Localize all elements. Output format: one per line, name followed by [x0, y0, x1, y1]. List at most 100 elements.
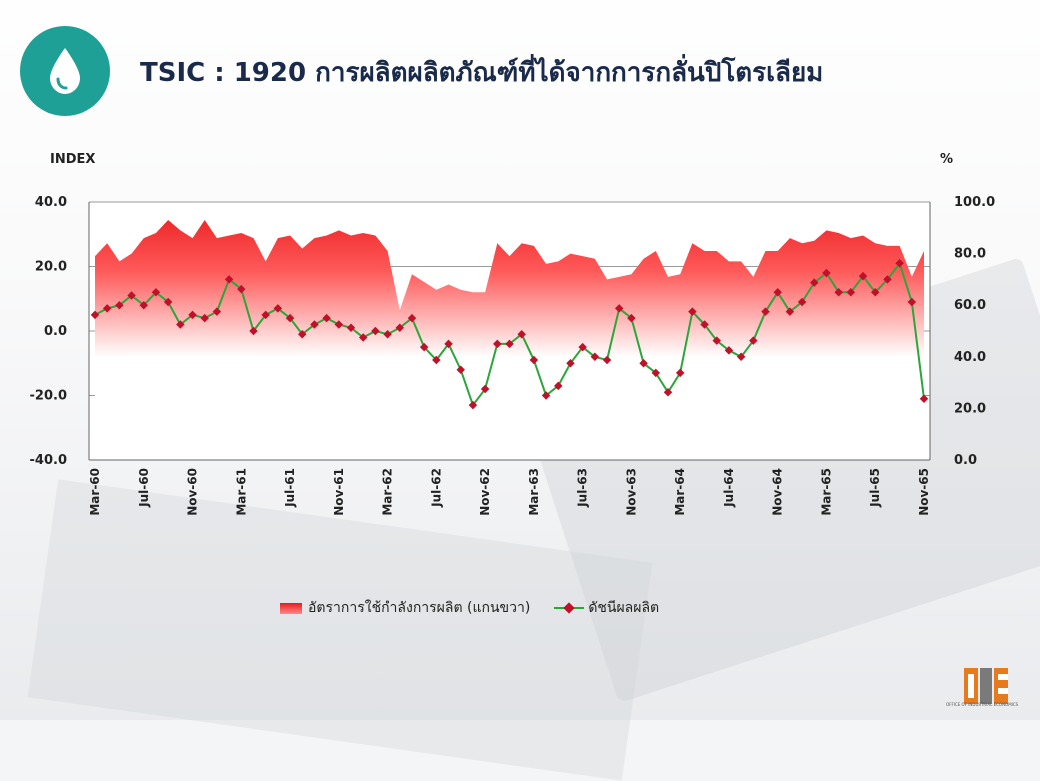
- index-point: [151, 288, 161, 297]
- legend: อัตราการใช้กำลังการผลิต (แกนขวา) ดัชนีผล…: [280, 598, 659, 618]
- index-point: [712, 336, 721, 345]
- index-point: [505, 339, 514, 349]
- y-left-tick-label: 0.0: [44, 324, 67, 339]
- index-point: [383, 329, 392, 339]
- index-point: [273, 304, 283, 313]
- y-right-tick-label: 20.0: [954, 401, 986, 416]
- index-point: [797, 297, 807, 307]
- index-point: [773, 288, 782, 297]
- index-point: [602, 355, 612, 365]
- y-left-tick-label: -40.0: [30, 453, 67, 468]
- index-point: [651, 368, 661, 378]
- index-point: [261, 310, 270, 320]
- index-point: [224, 275, 234, 284]
- logo-circle: [20, 26, 110, 116]
- index-point: [639, 359, 648, 368]
- index-point: [90, 310, 100, 320]
- index-point: [517, 329, 526, 339]
- index-point: [285, 313, 295, 323]
- x-tick-label: Jul-60: [137, 468, 151, 508]
- page-title: TSIC : 1920 การผลิตผลิตภัณฑ์ที่ได้จากการ…: [140, 58, 824, 88]
- index-point: [188, 310, 197, 320]
- index-point: [834, 288, 843, 297]
- index-point: [761, 307, 770, 316]
- index-point: [907, 297, 917, 307]
- x-tick-label: Nov-61: [332, 468, 346, 516]
- index-point: [883, 275, 892, 284]
- right-axis-unit: %: [940, 152, 954, 167]
- index-point: [444, 339, 453, 349]
- legend-swatch-index: [554, 602, 585, 614]
- index-point: [810, 278, 819, 287]
- index-point: [468, 400, 478, 410]
- y-left-tick-label: -20.0: [30, 389, 67, 404]
- index-point: [395, 323, 405, 333]
- index-point: [529, 355, 539, 365]
- index-point: [493, 339, 502, 349]
- index-point: [419, 342, 429, 352]
- x-tick-label: Mar-62: [381, 468, 395, 516]
- index-point: [322, 313, 331, 323]
- y-left-tick-label: 20.0: [35, 260, 67, 275]
- index-point: [870, 288, 880, 297]
- index-point: [456, 365, 465, 374]
- x-tick-label: Nov-60: [186, 468, 200, 516]
- legend-label-index: ดัชนีผลผลิต: [588, 600, 660, 616]
- x-tick-label: Mar-61: [234, 468, 248, 516]
- y-left-tick-label: 40.0: [35, 195, 67, 210]
- index-point: [371, 326, 380, 336]
- index-point: [237, 284, 246, 294]
- y-right-tick-label: 0.0: [954, 453, 977, 468]
- index-point: [407, 313, 417, 323]
- droplet-icon: [50, 48, 80, 94]
- index-point: [115, 300, 124, 310]
- index-point: [102, 304, 112, 313]
- x-tick-label: Mar-64: [673, 468, 687, 516]
- index-point: [200, 313, 209, 323]
- x-tick-label: Nov-63: [624, 468, 638, 516]
- index-point: [663, 388, 673, 397]
- y-right-tick-label: 100.0: [954, 195, 995, 210]
- index-point: [432, 355, 441, 365]
- index-point: [822, 268, 831, 278]
- index-point: [566, 359, 575, 368]
- x-tick-label: Mar-65: [819, 468, 833, 516]
- index-point: [724, 346, 734, 355]
- index-point: [614, 304, 624, 313]
- x-tick-label: Mar-60: [88, 468, 102, 516]
- index-point: [249, 326, 258, 336]
- x-tick-label: Mar-63: [527, 468, 541, 516]
- index-point: [590, 352, 600, 362]
- x-tick-label: Jul-64: [722, 468, 736, 508]
- index-point: [358, 333, 368, 342]
- legend-label-capacity: อัตราการใช้กำลังการผลิต (แกนขวา): [308, 600, 531, 616]
- x-tick-label: Jul-62: [429, 468, 443, 508]
- index-point: [736, 352, 746, 362]
- x-tick-label: Jul-65: [868, 468, 882, 508]
- index-point: [578, 342, 587, 352]
- index-point: [700, 320, 709, 329]
- x-tick-label: Nov-64: [771, 468, 785, 516]
- index-point: [163, 297, 173, 307]
- index-point: [310, 320, 319, 329]
- y-right-tick-label: 60.0: [954, 298, 986, 313]
- x-tick-label: Jul-61: [283, 468, 297, 508]
- index-point: [688, 307, 697, 316]
- index-point: [785, 307, 795, 316]
- index-point: [176, 320, 185, 329]
- legend-swatch-capacity: [280, 602, 302, 614]
- index-point: [846, 288, 856, 297]
- left-axis-unit: INDEX: [50, 152, 96, 167]
- x-tick-label: Nov-62: [478, 468, 492, 516]
- index-point: [480, 384, 490, 394]
- x-tick-label: Jul-63: [576, 468, 590, 508]
- index-point: [334, 320, 344, 329]
- index-point: [858, 271, 868, 281]
- index-point: [139, 300, 149, 310]
- index-point: [919, 394, 929, 403]
- y-right-tick-label: 40.0: [954, 350, 986, 365]
- index-point: [627, 313, 636, 323]
- index-point: [346, 323, 356, 333]
- index-point: [675, 368, 685, 378]
- index-point: [554, 381, 563, 391]
